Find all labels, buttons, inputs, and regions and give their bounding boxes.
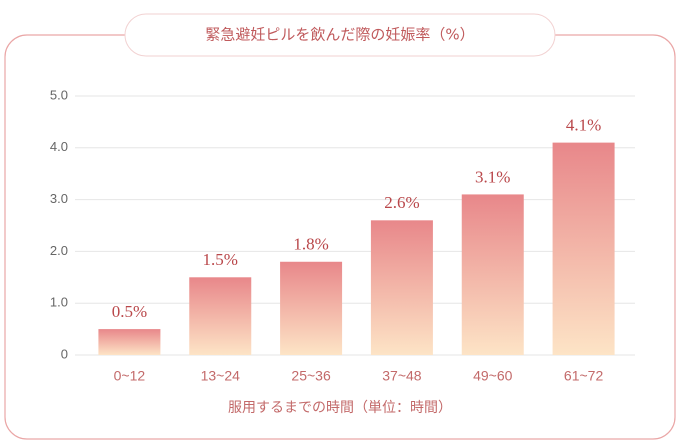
y-tick-label: 2.0 [50, 243, 68, 258]
value-label: 0.5% [112, 302, 147, 321]
x-tick-label: 49~60 [473, 368, 513, 384]
y-tick-label: 0 [61, 346, 68, 361]
value-label: 4.1% [566, 116, 601, 135]
chart-title: 緊急避妊ピルを飲んだ際の妊娠率（%） [205, 26, 474, 44]
y-tick-label: 3.0 [50, 191, 68, 206]
x-tick-label: 13~24 [201, 368, 241, 384]
bar [552, 142, 615, 355]
bar [98, 329, 161, 355]
value-label: 1.8% [293, 235, 328, 254]
bar [189, 277, 252, 355]
y-tick-label: 4.0 [50, 139, 68, 154]
value-label: 1.5% [203, 250, 238, 269]
x-axis-title: 服用するまでの時間（単位：時間） [228, 400, 452, 416]
value-label: 3.1% [475, 167, 510, 186]
y-tick-label: 5.0 [50, 87, 68, 102]
title-pill [124, 13, 556, 57]
bar [370, 220, 433, 355]
x-tick-label: 37~48 [382, 368, 422, 384]
x-tick-label: 61~72 [564, 368, 604, 384]
x-tick-label: 25~36 [291, 368, 331, 384]
bar [461, 194, 524, 355]
x-tick-label: 0~12 [114, 368, 146, 384]
y-tick-label: 1.0 [50, 295, 68, 310]
bar [280, 261, 343, 355]
value-label: 2.6% [384, 193, 419, 212]
